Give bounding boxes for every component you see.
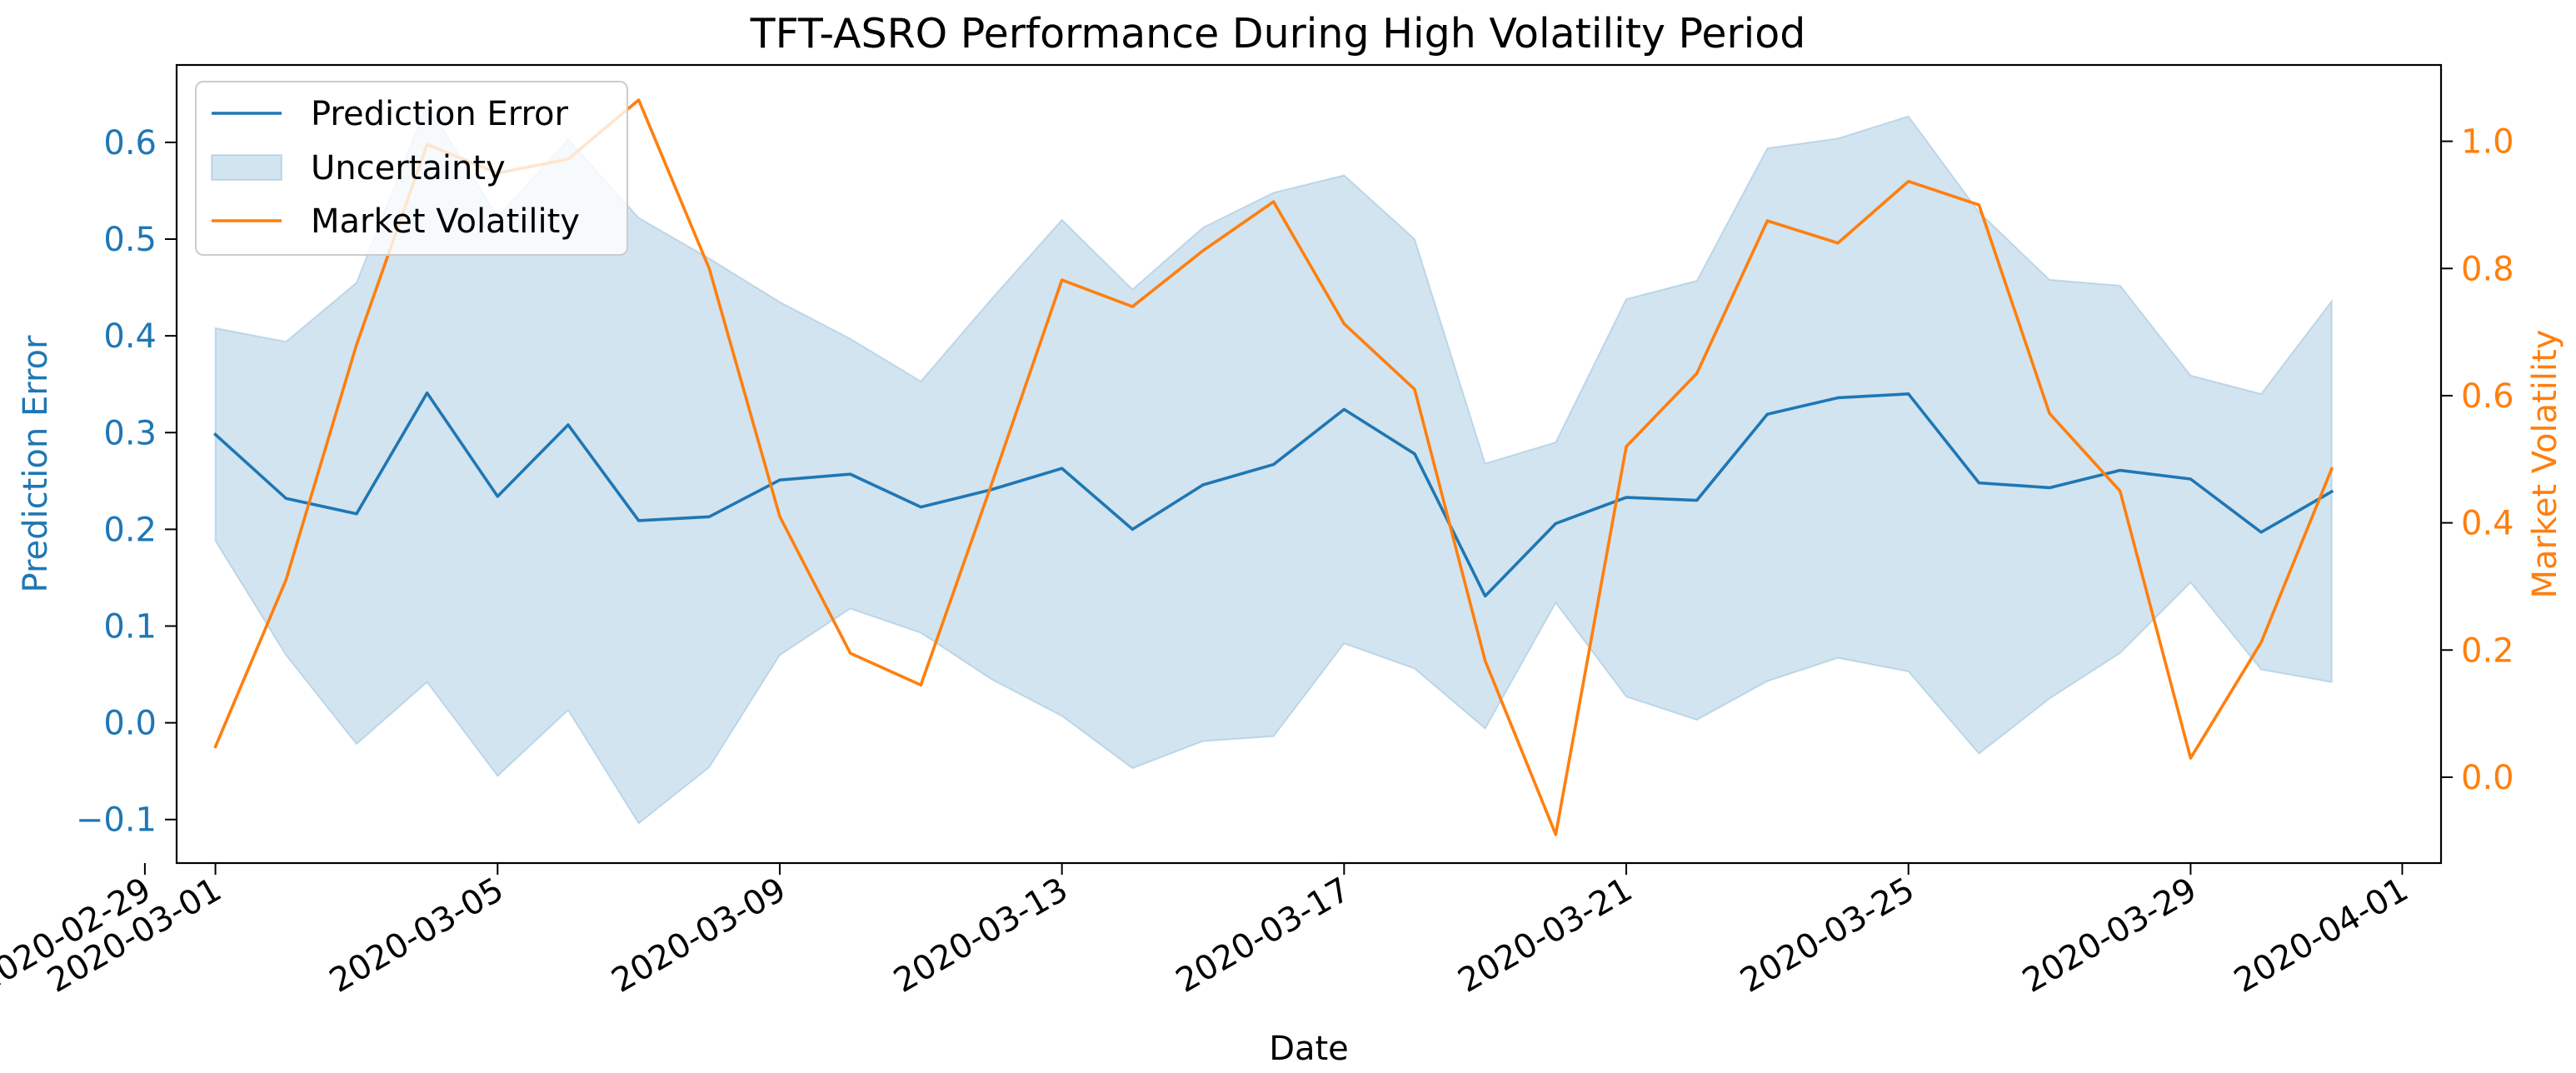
legend-box [195, 81, 628, 256]
prediction-error-point [2330, 490, 2334, 493]
legend-patch-uncertainty [211, 154, 282, 181]
prediction-error-point [2189, 477, 2192, 481]
market-volatility-point [1625, 445, 1628, 448]
market-volatility-point [1272, 200, 1276, 203]
prediction-error-point [426, 392, 429, 395]
prediction-error-point [778, 478, 781, 482]
y-left-tick-label: 0.1 [103, 608, 157, 646]
prediction-error-point [284, 497, 287, 500]
market-volatility-point [1765, 219, 1769, 222]
prediction-error-point [1061, 467, 1064, 470]
legend-label-uncertainty: Uncertainty [311, 149, 506, 187]
y-right-tick-label: 0.2 [2461, 631, 2514, 670]
y-axis-right-label: Market Volatility [2526, 330, 2564, 599]
market-volatility-point [2189, 756, 2192, 760]
prediction-error-point [355, 512, 358, 516]
market-volatility-point [990, 483, 993, 487]
y-left-tick-label: 0.3 [103, 414, 157, 452]
market-volatility-point [1977, 203, 1980, 207]
y-left-tick-label: 0.4 [103, 317, 157, 356]
y-left-tick-label: 0.0 [103, 705, 157, 743]
market-volatility-point [2119, 489, 2122, 492]
market-volatility-point [1201, 249, 1205, 252]
market-volatility-point [1484, 659, 1487, 662]
market-volatility-point [1131, 305, 1134, 308]
prediction-error-point [849, 472, 852, 476]
legend: Prediction Error Uncertainty Market Vola… [195, 81, 628, 256]
y-right-tick-label: 0.0 [2461, 759, 2514, 797]
market-volatility-point [284, 578, 287, 581]
y-axis-left-label: Prediction Error [17, 335, 55, 592]
prediction-error-point [1131, 527, 1134, 531]
market-volatility-point [849, 651, 852, 655]
y-axis-left: −0.1 0.0 0.1 0.2 0.3 0.4 0.5 0.6 [76, 124, 177, 840]
prediction-error-point [1765, 412, 1769, 416]
prediction-error-point [1554, 522, 1557, 525]
prediction-error-point [2259, 531, 2263, 534]
market-volatility-point [1695, 372, 1699, 375]
market-volatility-point [2048, 412, 2051, 415]
prediction-error-point [1907, 392, 1910, 396]
prediction-error-point [1272, 463, 1276, 467]
market-volatility-point [919, 683, 922, 686]
market-volatility-point [1342, 322, 1345, 326]
prediction-error-point [1625, 496, 1628, 499]
prediction-error-point [1484, 595, 1487, 598]
prediction-error-point [496, 495, 499, 498]
y-left-tick-label: 0.5 [103, 221, 157, 259]
market-volatility-point [2259, 641, 2263, 644]
y-right-tick-label: 0.4 [2461, 505, 2514, 543]
market-volatility-point [1554, 833, 1557, 836]
prediction-error-point [1201, 483, 1205, 487]
prediction-error-point [2048, 486, 2051, 489]
market-volatility-point [1061, 278, 1064, 282]
prediction-error-point [707, 515, 711, 518]
y-right-tick-label: 1.0 [2461, 123, 2514, 162]
market-volatility-point [2330, 467, 2334, 471]
market-volatility-point [707, 267, 711, 270]
prediction-error-point [2119, 469, 2122, 472]
prediction-error-point [1977, 482, 1980, 485]
prediction-error-point [1836, 396, 1840, 399]
prediction-error-point [1413, 452, 1416, 456]
market-volatility-point [778, 515, 781, 518]
x-axis-label: Date [1269, 1030, 1349, 1068]
prediction-error-point [567, 423, 570, 427]
market-volatility-point [1907, 180, 1910, 183]
y-left-tick-label: 0.2 [103, 511, 157, 549]
y-left-tick-label: −0.1 [76, 801, 157, 840]
y-right-tick-label: 0.6 [2461, 377, 2514, 416]
y-left-tick-label: 0.6 [103, 124, 157, 162]
prediction-error-point [214, 433, 217, 437]
prediction-error-point [1342, 407, 1345, 411]
market-volatility-point [355, 343, 358, 347]
prediction-error-point [637, 519, 641, 522]
prediction-error-point [1695, 499, 1699, 502]
market-volatility-point [1413, 387, 1416, 391]
y-right-tick-label: 0.8 [2461, 250, 2514, 288]
market-volatility-point [1836, 242, 1840, 245]
plot-frame [175, 63, 2443, 865]
prediction-error-point [919, 506, 922, 509]
legend-label-prediction-error: Prediction Error [311, 95, 568, 133]
market-volatility-point [637, 98, 641, 102]
prediction-error-line [213, 391, 2334, 598]
legend-label-market-volatility: Market Volatility [311, 202, 580, 241]
y-axis-right: 0.0 0.2 0.4 0.6 0.8 1.0 [2441, 123, 2514, 797]
market-volatility-point [214, 745, 217, 748]
chart-title: TFT-ASRO Performance During High Volatil… [750, 10, 1806, 57]
